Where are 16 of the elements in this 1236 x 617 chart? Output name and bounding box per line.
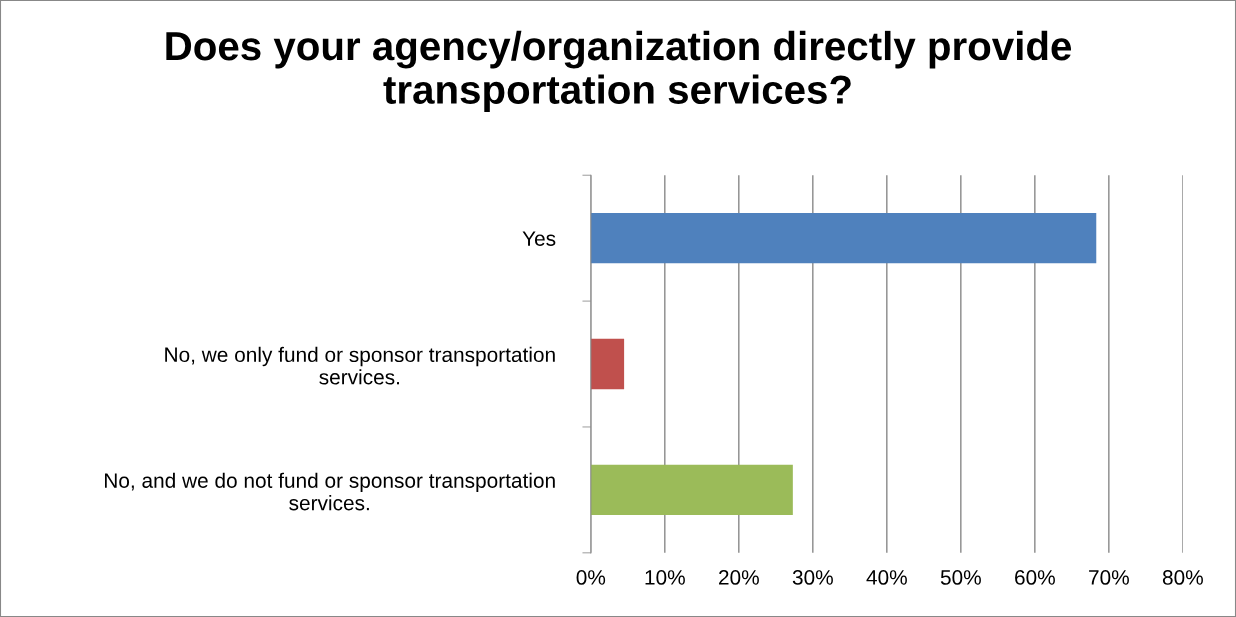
x-tick-label: 10% — [645, 570, 685, 585]
x-tick-label: 0% — [576, 570, 606, 585]
x-tick-label: 30% — [792, 570, 833, 585]
x-tick-label: 80% — [1162, 570, 1203, 585]
x-tick-label: 70% — [1089, 570, 1129, 585]
bar — [590, 338, 625, 390]
chart-title: Does your agency/organization directly provide transportation services? — [166, 30, 1072, 112]
y-tick-label: No, and we do not fund or sponsor transportation services. — [105, 472, 555, 511]
bar — [590, 212, 1097, 264]
bar — [590, 464, 793, 516]
y-tick-label: No, we only fund or sponsor transportation services. — [165, 346, 555, 385]
x-tick-label: 20% — [719, 570, 759, 585]
x-tick-label: 60% — [1015, 570, 1055, 585]
x-tick-label: 50% — [940, 570, 981, 585]
x-tick-label: 40% — [866, 570, 907, 585]
y-tick-label: Yes — [522, 231, 556, 246]
